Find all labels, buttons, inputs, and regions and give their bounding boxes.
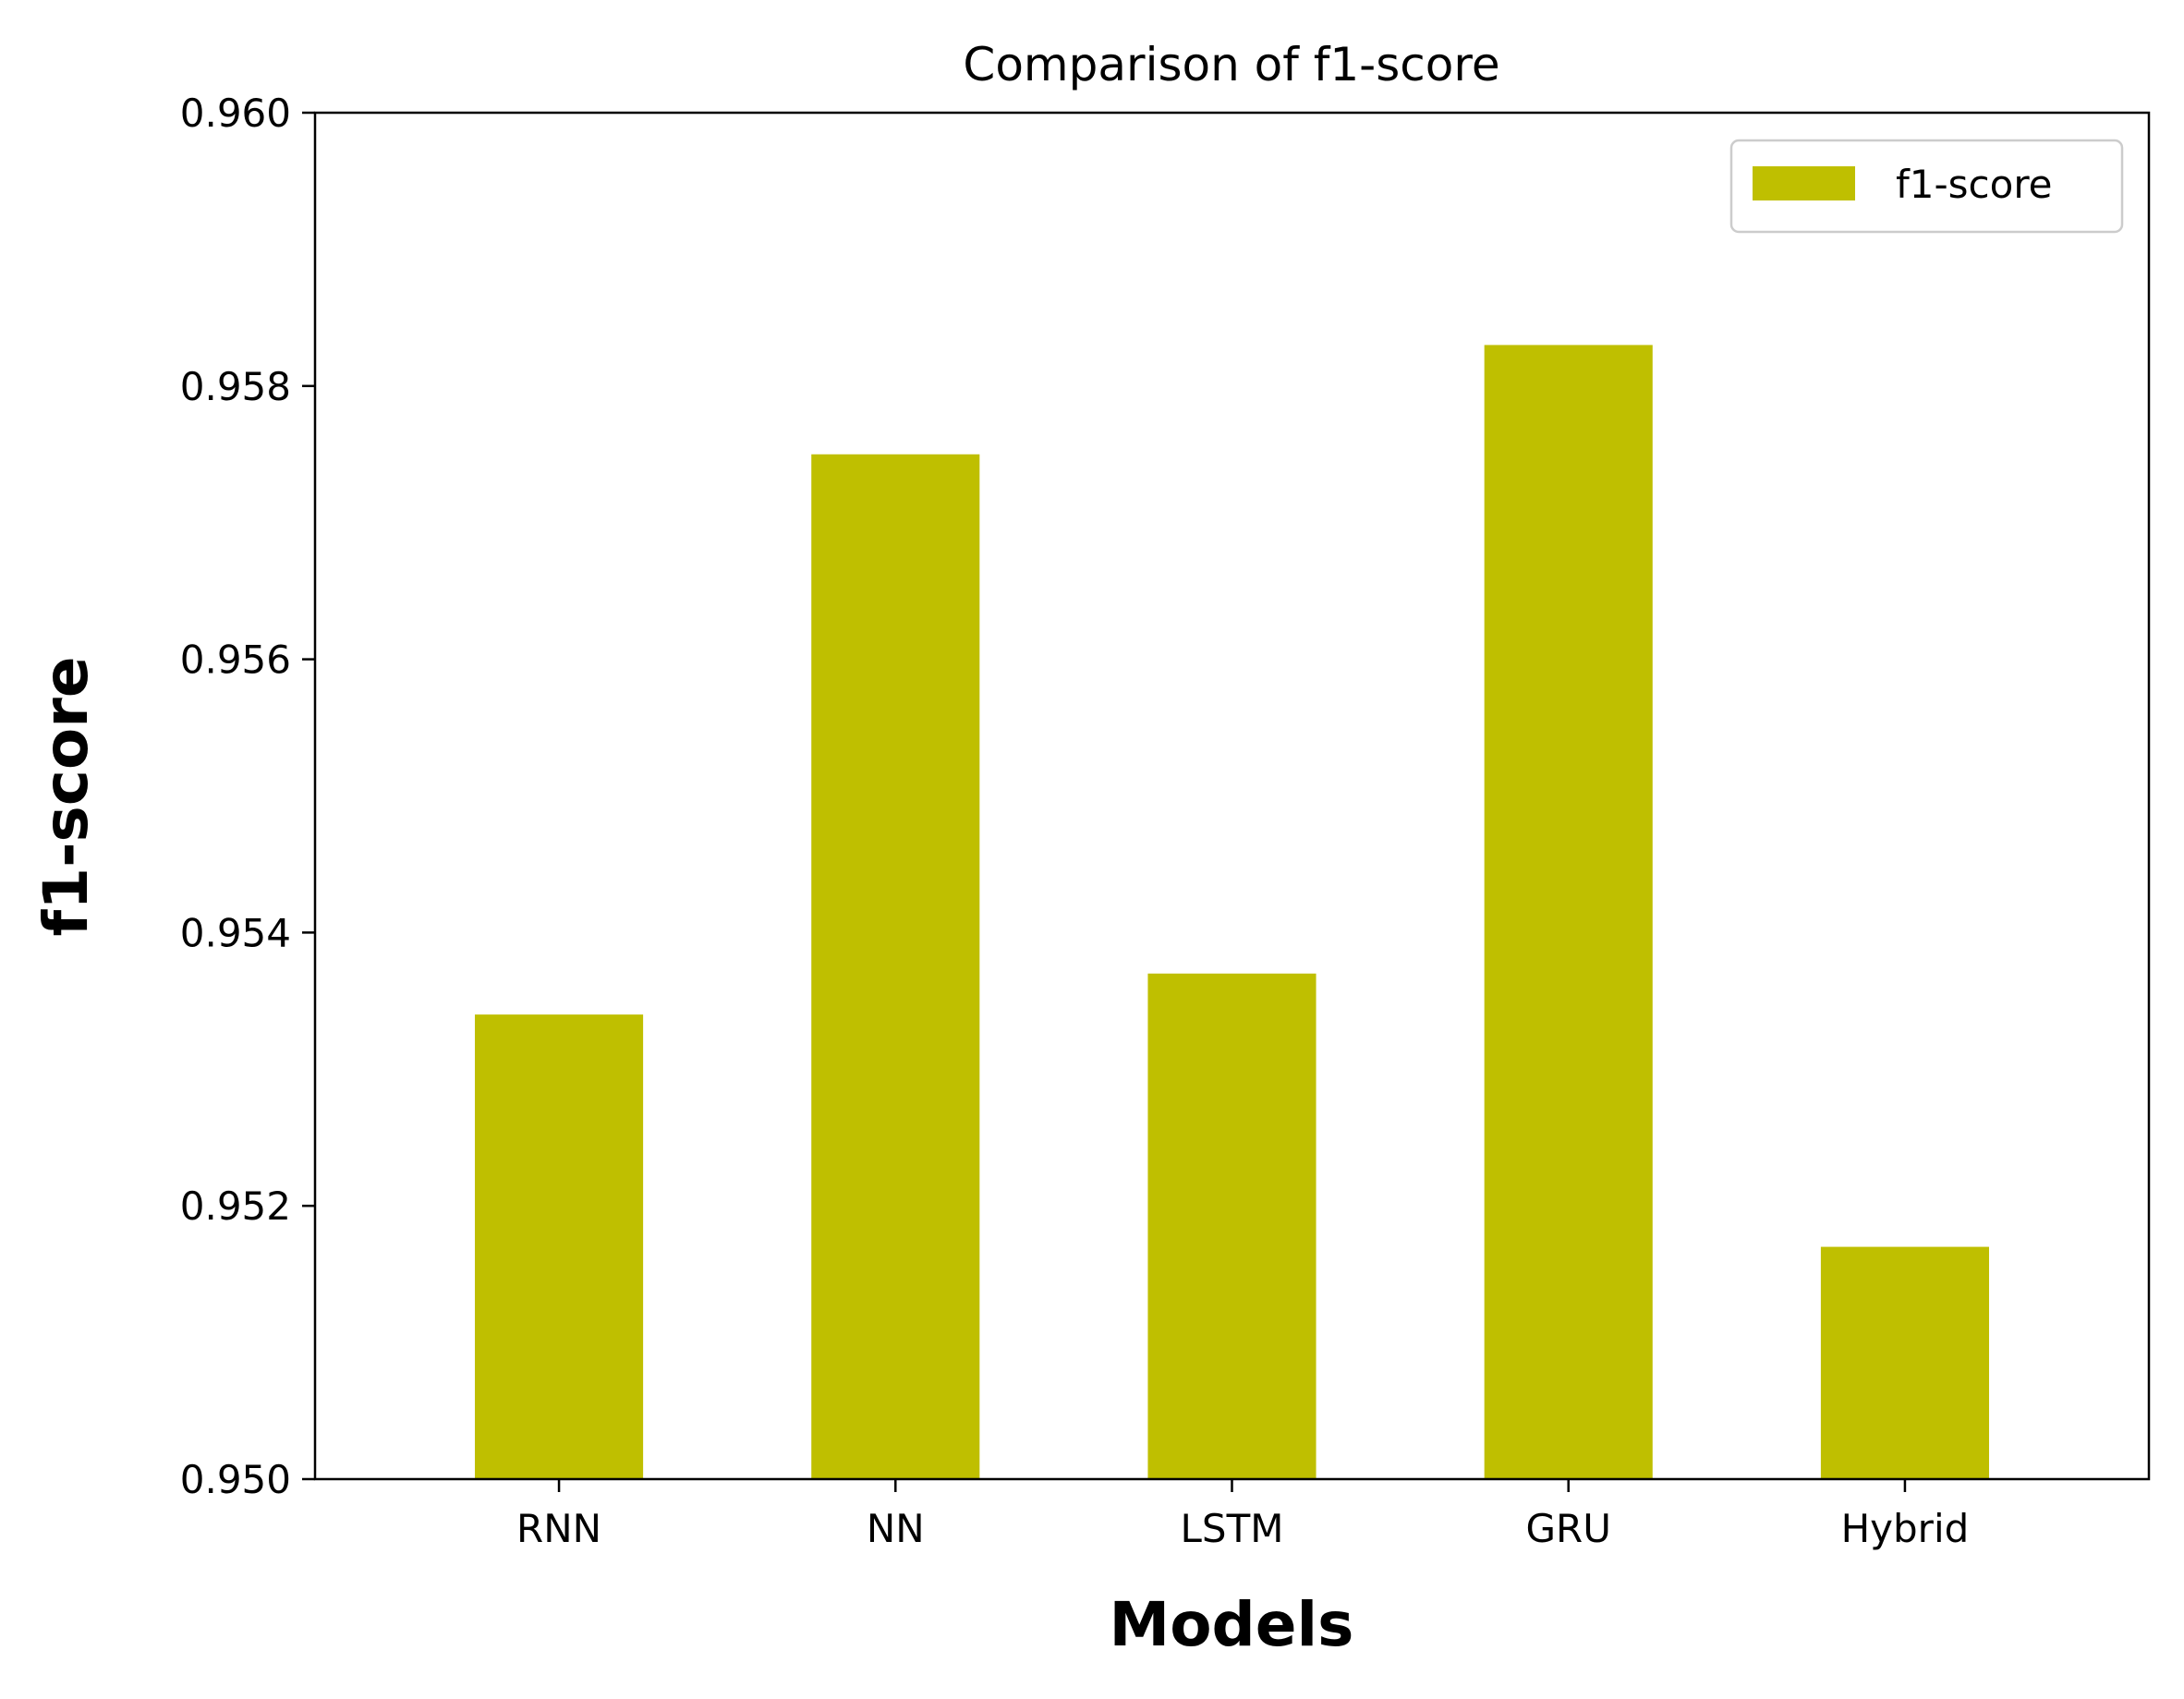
- y-axis-title: f1-score: [30, 656, 102, 936]
- chart-title: Comparison of f1-score: [963, 38, 1499, 91]
- x-tick-label: Hybrid: [1841, 1506, 1970, 1551]
- bars-layer: [475, 345, 1989, 1480]
- y-tick-label: 0.952: [180, 1183, 291, 1229]
- x-axis: RNN NN LSTM GRU Hybrid: [516, 1479, 1969, 1551]
- plot-frame: [313, 111, 2151, 1481]
- bar-rnn: [475, 1014, 644, 1479]
- y-tick-label: 0.960: [180, 91, 291, 136]
- legend-label: f1-score: [1896, 162, 2053, 207]
- y-tick-label: 0.950: [180, 1457, 291, 1502]
- x-tick-label: NN: [867, 1506, 925, 1551]
- legend-box: [1729, 139, 2124, 234]
- legend-swatch: [1753, 166, 1855, 200]
- bar-nn: [811, 454, 980, 1479]
- legend: f1-score: [1729, 139, 2124, 234]
- bar-hybrid: [1820, 1246, 1989, 1479]
- y-axis: 0.950 0.952 0.954 0.956 0.958 0.960: [180, 91, 315, 1502]
- y-tick-label: 0.954: [180, 910, 291, 955]
- bar-gru: [1484, 345, 1653, 1480]
- x-tick-label: RNN: [516, 1506, 601, 1551]
- y-tick-label: 0.958: [180, 364, 291, 409]
- bar-lstm: [1147, 973, 1316, 1479]
- x-axis-title: Models: [1110, 1589, 1354, 1660]
- x-tick-label: GRU: [1525, 1506, 1610, 1551]
- y-tick-label: 0.956: [180, 637, 291, 683]
- x-tick-label: LSTM: [1181, 1506, 1284, 1551]
